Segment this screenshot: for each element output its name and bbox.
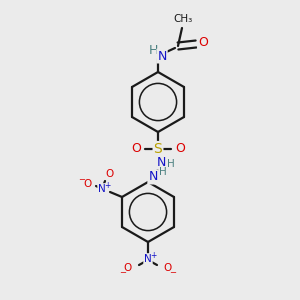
Text: H: H	[148, 44, 158, 58]
Text: O: O	[175, 142, 185, 155]
Text: N: N	[156, 155, 166, 169]
Text: +: +	[150, 250, 156, 260]
Text: O: O	[198, 37, 208, 50]
Text: H: H	[167, 159, 175, 169]
Text: −: −	[119, 268, 127, 278]
Text: O: O	[83, 179, 91, 189]
Text: S: S	[154, 142, 162, 156]
Text: O: O	[124, 263, 132, 273]
Text: +: +	[104, 181, 110, 190]
Text: O: O	[164, 263, 172, 273]
Text: −: −	[79, 176, 86, 184]
Text: H: H	[159, 167, 167, 177]
Text: −: −	[169, 268, 176, 278]
Text: N: N	[148, 170, 158, 184]
Text: CH₃: CH₃	[173, 14, 193, 24]
Text: N: N	[144, 254, 152, 264]
Text: O: O	[131, 142, 141, 155]
Text: N: N	[98, 184, 106, 194]
Text: O: O	[105, 169, 113, 179]
Text: N: N	[157, 50, 167, 62]
